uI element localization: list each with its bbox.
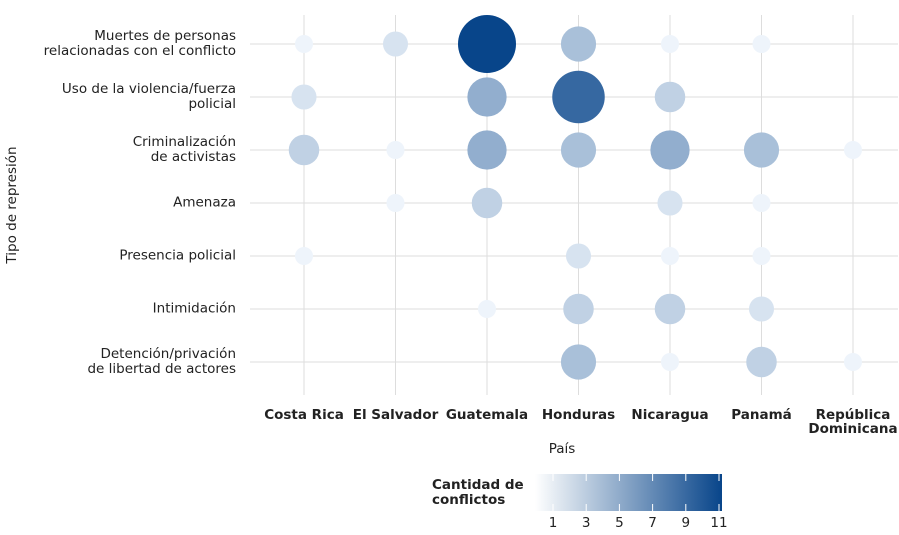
colorbar-tick-label: 5: [615, 515, 624, 531]
bubble: [552, 70, 605, 124]
bubble: [563, 293, 594, 325]
colorbar-tick-label: 9: [681, 515, 691, 531]
x-tick-label: Costa Rica: [264, 407, 344, 423]
bubble: [386, 141, 405, 159]
bubble: [661, 35, 679, 53]
colorbar: [535, 474, 722, 511]
bubble: [748, 296, 775, 322]
x-tick-label: Nicaragua: [631, 407, 709, 423]
bubble: [657, 190, 683, 216]
x-tick-label: República Dominicana: [808, 407, 898, 437]
x-tick-label: Panamá: [731, 407, 792, 423]
y-tick-label: Amenaza: [173, 194, 236, 211]
colorbar-tick-label: 3: [581, 515, 591, 531]
bubble: [661, 353, 679, 371]
colorbar-tick-label: 1: [548, 515, 558, 531]
bubble: [560, 344, 597, 380]
bubble: [654, 81, 686, 113]
bubble: [752, 194, 771, 212]
bubble: [661, 247, 679, 265]
y-axis-title: Tipo de represión: [4, 146, 20, 264]
bubble: [458, 15, 516, 73]
bubble: [295, 247, 313, 265]
y-tick-label: Intimidación: [152, 300, 236, 317]
bubble: [844, 353, 862, 371]
bubble: [565, 243, 592, 269]
bubble: [746, 346, 777, 378]
bubble: [560, 26, 597, 62]
bubble: [752, 247, 771, 265]
bubble: [844, 141, 862, 159]
y-tick-label: Presencia policial: [119, 247, 236, 264]
x-tick-label: El Salvador: [352, 407, 439, 423]
x-axis-title: País: [548, 441, 576, 457]
bubble: [467, 77, 507, 117]
bubble: [743, 132, 780, 168]
bubble: [752, 35, 771, 53]
colorbar-tick-label: 7: [648, 515, 657, 531]
bubble: [467, 130, 507, 170]
bubble: [386, 194, 405, 212]
bubble: [478, 300, 496, 318]
legend-title: Cantidad de conflictos: [432, 477, 524, 508]
bubble: [291, 84, 317, 110]
colorbar-tick-label: 11: [710, 515, 728, 531]
y-tick-label: Detención/privación de libertad de actor…: [87, 346, 236, 377]
bubble: [288, 134, 320, 166]
y-tick-label: Criminalización de activistas: [132, 134, 236, 165]
x-tick-label: Guatemala: [445, 407, 529, 423]
bubble: [654, 293, 686, 325]
x-tick-label: Honduras: [541, 407, 616, 423]
bubble: [295, 35, 313, 53]
bubble: [471, 187, 503, 219]
bubble: [560, 132, 597, 168]
y-tick-label: Muertes de personas relacionadas con el …: [43, 28, 236, 59]
y-tick-label: Uso de la violencia/fuerza policial: [61, 81, 236, 112]
bubble: [650, 130, 690, 170]
bubble: [382, 31, 409, 57]
